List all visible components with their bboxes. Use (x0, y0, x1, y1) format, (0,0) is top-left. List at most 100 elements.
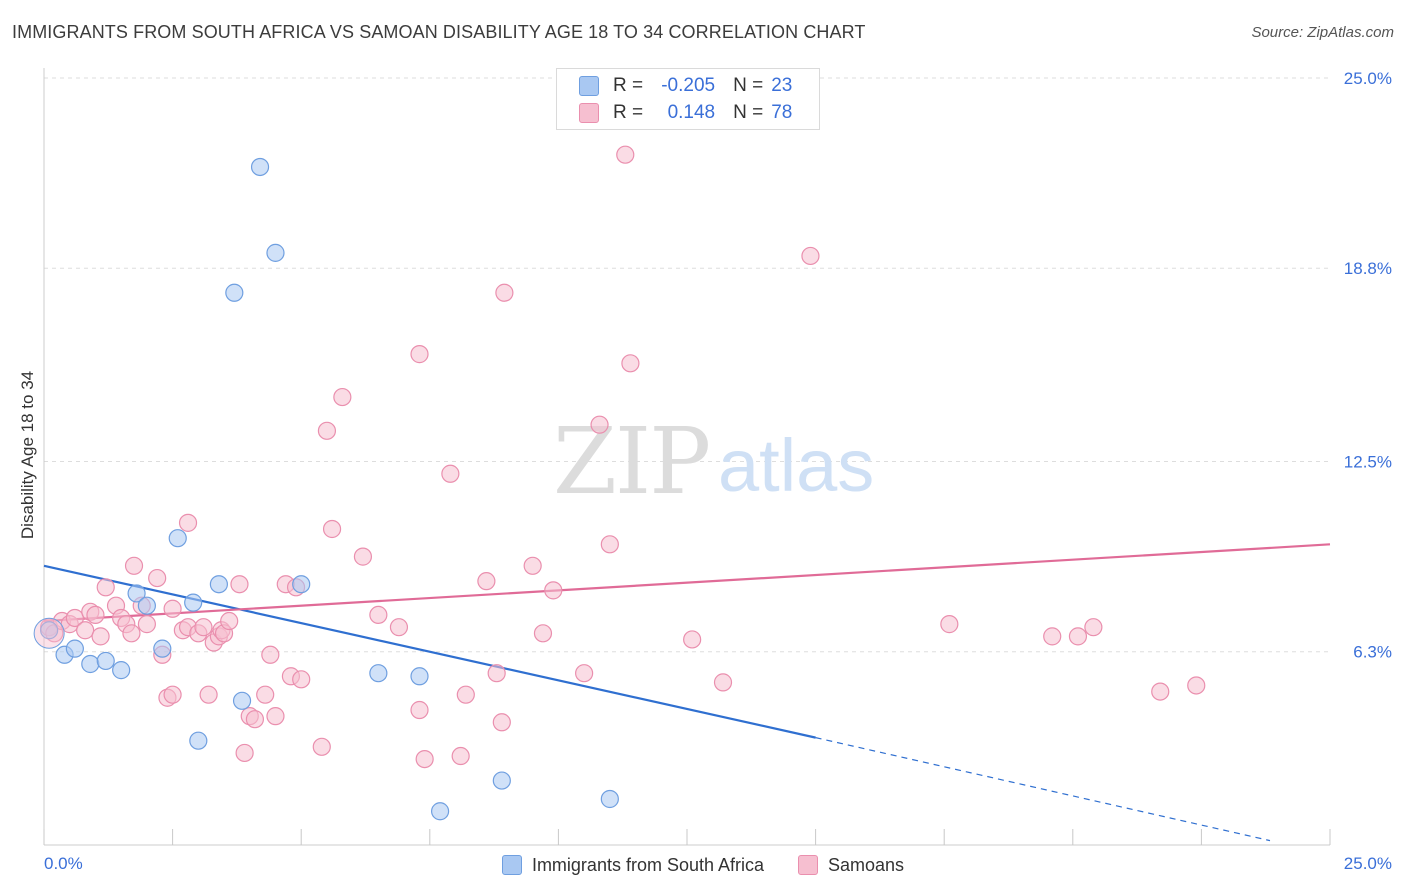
y-tick-label: 25.0% (1344, 69, 1392, 88)
point-samoans (76, 621, 95, 640)
point-samoans (96, 578, 115, 597)
point-south-africa (40, 621, 59, 640)
tick-labels: 6.3% 12.5% 18.8% 25.0% 0.0% 25.0% (44, 69, 1392, 873)
x-tick-label: 25.0% (1344, 854, 1392, 873)
point-samoans (492, 713, 511, 732)
point-samoans (523, 556, 542, 575)
legend-swatch-samoans (579, 103, 599, 123)
n-label: N = (733, 75, 764, 96)
point-samoans (940, 615, 959, 634)
point-south-africa (65, 639, 84, 658)
point-samoans (1043, 627, 1062, 646)
r-label: R = (613, 102, 644, 123)
point-samoans (148, 568, 167, 588)
point-samoans (261, 645, 280, 664)
point-samoans (86, 605, 105, 625)
point-samoans (256, 685, 275, 704)
point-samoans (333, 387, 352, 407)
point-samoans (544, 581, 563, 600)
correlation-legend: R = -0.205 N = 23 R = 0.148 N = 78 (556, 68, 820, 130)
point-samoans (163, 599, 182, 618)
point-samoans (410, 345, 429, 364)
point-samoans (1151, 682, 1170, 701)
legend-row-samoans: R = 0.148 N = 78 (579, 100, 792, 126)
point-south-africa (225, 283, 244, 302)
point-samoans (415, 749, 434, 769)
x-tick-label: 0.0% (44, 854, 83, 873)
point-samoans (600, 535, 619, 554)
point-south-africa (492, 771, 511, 790)
point-samoans (266, 707, 285, 726)
point-south-africa (153, 639, 172, 658)
point-samoans (451, 746, 470, 766)
y-tick-label: 6.3% (1353, 643, 1392, 662)
r-value-samoans: 0.148 (667, 102, 716, 123)
point-samoans (801, 246, 820, 266)
point-samoans (369, 605, 388, 625)
point-samoans (230, 575, 249, 594)
point-samoans (616, 145, 635, 164)
point-samoans (235, 743, 254, 763)
point-south-africa (292, 575, 311, 594)
legend-swatch-south-africa (579, 76, 599, 96)
grid-lines (44, 77, 1330, 653)
point-samoans (178, 513, 198, 532)
watermark-zip: ZIP (553, 408, 709, 515)
point-samoans (312, 737, 331, 756)
legend-item-south-africa: Immigrants from South Africa (501, 855, 764, 876)
r-label: R = (613, 75, 644, 96)
trend-lines (43, 543, 1331, 842)
point-samoans (137, 615, 156, 634)
point-samoans (410, 700, 429, 720)
n-label: N = (733, 102, 764, 123)
point-samoans (163, 685, 182, 704)
point-samoans (65, 608, 84, 628)
point-south-africa (137, 596, 156, 615)
series-legend: Immigrants from South Africa Samoans (0, 852, 1406, 878)
point-samoans (199, 685, 218, 704)
point-samoans (575, 664, 594, 683)
r-value-south-africa: -0.205 (661, 75, 716, 96)
source-label: Source: ZipAtlas.com (1251, 24, 1394, 41)
point-samoans (220, 611, 239, 631)
point-south-africa (600, 789, 619, 809)
legend-item-samoans: Samoans (798, 855, 904, 876)
y-axis-label: Disability Age 18 to 34 (18, 370, 37, 540)
point-south-africa (184, 593, 203, 612)
trend-line-south-africa (43, 564, 816, 739)
point-south-africa (250, 157, 270, 177)
point-south-africa (81, 654, 100, 674)
axes (43, 68, 1331, 846)
point-south-africa (369, 664, 388, 683)
point-samoans (389, 618, 409, 637)
point-samoans (245, 710, 265, 729)
watermark-atlas: atlas (718, 424, 874, 507)
point-south-africa (266, 243, 285, 262)
point-samoans (1084, 618, 1103, 637)
y-tick-label: 12.5% (1344, 453, 1392, 472)
point-samoans (353, 547, 373, 566)
trend-line-samoans (43, 543, 1331, 623)
point-samoans (683, 630, 702, 649)
point-south-africa (232, 691, 252, 710)
point-samoans (194, 618, 213, 637)
point-south-africa (168, 529, 187, 548)
y-tick-label: 18.8% (1344, 259, 1392, 278)
point-south-africa (112, 661, 131, 680)
n-value-south-africa: 23 (771, 75, 793, 96)
point-samoans (1187, 676, 1206, 695)
trend-line-extension (815, 737, 1271, 842)
point-samoans (456, 685, 475, 704)
point-samoans (292, 670, 311, 689)
point-samoans (533, 624, 553, 643)
point-samoans (441, 464, 460, 483)
legend-label-samoans: Samoans (828, 854, 905, 875)
point-south-africa (189, 731, 208, 750)
legend-row-south-africa: R = -0.205 N = 23 (579, 73, 792, 99)
point-samoans (477, 572, 496, 591)
point-samoans (91, 627, 110, 646)
point-samoans (322, 519, 342, 539)
point-samoans (317, 421, 337, 440)
point-samoans (590, 415, 609, 434)
